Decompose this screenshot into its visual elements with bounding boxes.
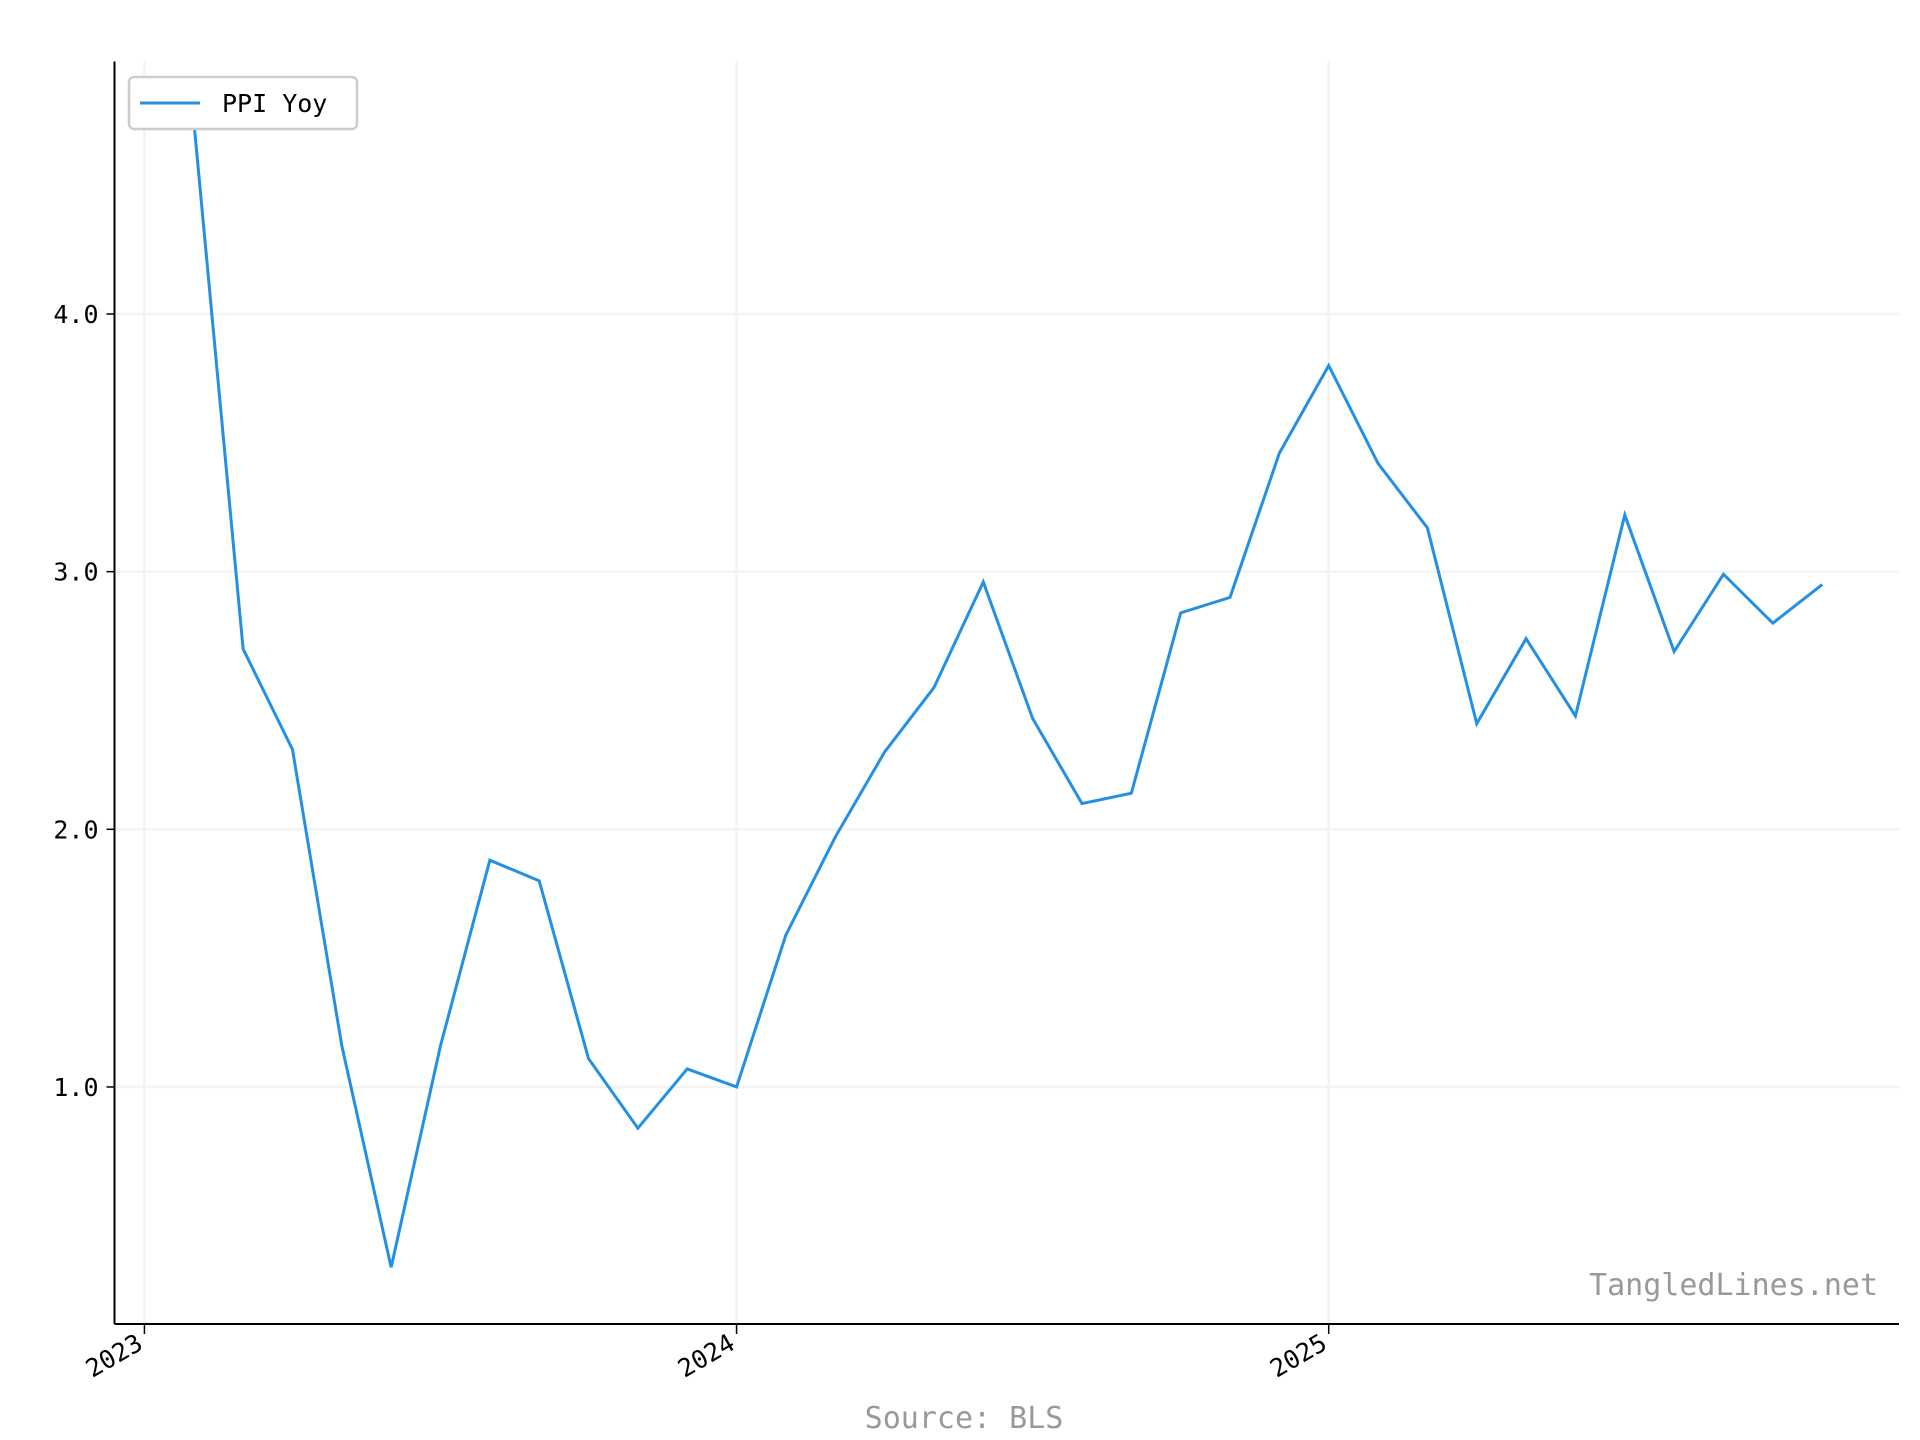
x-tick-label: 2024 [673,1328,740,1383]
y-tick-label: 4.0 [53,300,98,329]
legend-box [127,75,359,131]
source-note: Source: BLS [865,1401,1064,1436]
legend-label: PPI Yoy [222,89,327,118]
legend: PPI Yoy [127,75,359,131]
y-tick-label: 2.0 [53,815,98,844]
y-tick-label: 1.0 [53,1073,98,1102]
y-tick-label: 3.0 [53,558,98,587]
x-tick-label: 2025 [1265,1328,1332,1383]
watermark: TangledLines.net [1589,1268,1878,1303]
x-tick-label: 2023 [81,1328,148,1383]
data-line [192,120,1824,1268]
